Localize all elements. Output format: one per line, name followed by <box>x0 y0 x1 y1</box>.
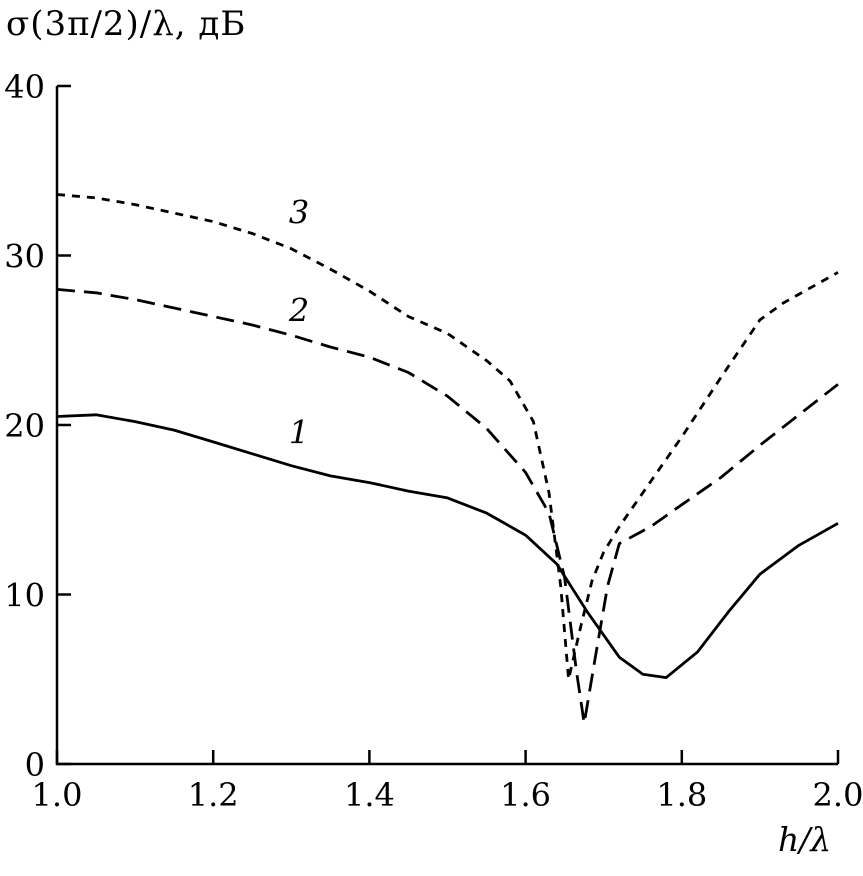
series-2-line <box>56 288 839 725</box>
x-tick-label: 1.8 <box>656 776 707 814</box>
x-tick-label: 1.0 <box>32 776 83 814</box>
x-tick-label: 1.4 <box>344 776 395 814</box>
series-2-label: 2 <box>288 292 309 330</box>
series-1-label: 1 <box>289 414 309 452</box>
series-3-label: 3 <box>289 193 309 231</box>
y-tick-label: 10 <box>4 577 45 615</box>
y-tick-label: 0 <box>25 746 45 784</box>
x-tick-label: 1.6 <box>500 776 551 814</box>
y-tick-label: 40 <box>4 68 45 106</box>
axes-spines <box>55 86 838 766</box>
x-tick-label: 1.2 <box>188 776 239 814</box>
y-axis-title: σ(3π/2)/λ, дБ <box>6 4 247 44</box>
y-tick-label: 20 <box>4 407 45 445</box>
x-tick-label: 2.0 <box>813 776 863 814</box>
x-axis-label: h/λ <box>778 820 832 859</box>
y-tick-label: 30 <box>4 238 45 276</box>
series-1-line <box>56 413 839 679</box>
series-3-line <box>56 193 839 681</box>
